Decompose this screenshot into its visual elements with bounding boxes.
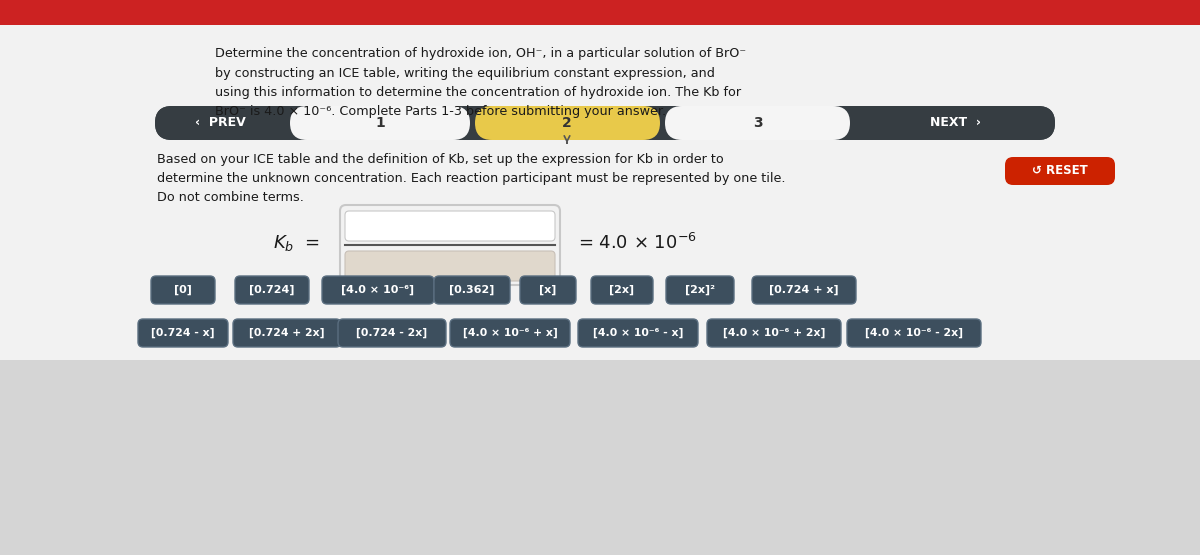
Text: NEXT  ›: NEXT ›: [930, 117, 980, 129]
Text: using this information to determine the concentration of hydroxide ion. The Kb f: using this information to determine the …: [215, 86, 742, 99]
FancyBboxPatch shape: [665, 106, 850, 140]
Text: Do not combine terms.: Do not combine terms.: [157, 191, 304, 204]
Text: [4.0 × 10⁻⁶ + 2x]: [4.0 × 10⁻⁶ + 2x]: [722, 328, 826, 338]
Bar: [0, 0, 1200, 360]
FancyBboxPatch shape: [233, 319, 341, 347]
FancyBboxPatch shape: [338, 319, 446, 347]
Text: [0.724]: [0.724]: [250, 285, 295, 295]
FancyBboxPatch shape: [434, 276, 510, 304]
FancyBboxPatch shape: [854, 106, 1055, 140]
Bar: [0, 360, 1200, 555]
Text: ‹  PREV: ‹ PREV: [194, 117, 245, 129]
Text: = 4.0 × 10$^{-6}$: = 4.0 × 10$^{-6}$: [578, 233, 697, 253]
FancyBboxPatch shape: [847, 319, 982, 347]
Text: [0.724 + 2x]: [0.724 + 2x]: [250, 328, 325, 338]
Text: [0.724 - 2x]: [0.724 - 2x]: [356, 328, 427, 338]
Text: by constructing an ICE table, writing the equilibrium constant expression, and: by constructing an ICE table, writing th…: [215, 67, 715, 79]
Text: [2x]: [2x]: [610, 285, 635, 295]
FancyBboxPatch shape: [666, 276, 734, 304]
FancyBboxPatch shape: [520, 276, 576, 304]
FancyBboxPatch shape: [235, 276, 310, 304]
FancyBboxPatch shape: [1006, 157, 1115, 185]
Text: [0.724 + x]: [0.724 + x]: [769, 285, 839, 295]
FancyBboxPatch shape: [752, 276, 856, 304]
Text: [4.0 × 10⁻⁶ - 2x]: [4.0 × 10⁻⁶ - 2x]: [865, 328, 964, 338]
Text: Determine the concentration of hydroxide ion, OH⁻, in a particular solution of B: Determine the concentration of hydroxide…: [215, 47, 746, 60]
FancyBboxPatch shape: [450, 319, 570, 347]
Text: [0.362]: [0.362]: [449, 285, 494, 295]
FancyBboxPatch shape: [346, 251, 554, 281]
Text: ↺ RESET: ↺ RESET: [1032, 164, 1088, 178]
FancyBboxPatch shape: [340, 205, 560, 285]
FancyBboxPatch shape: [138, 319, 228, 347]
Text: 1: 1: [376, 116, 385, 130]
FancyBboxPatch shape: [155, 106, 1055, 140]
Text: BrO⁻ is 4.0 × 10⁻⁶. Complete Parts 1-3 before submitting your answer.: BrO⁻ is 4.0 × 10⁻⁶. Complete Parts 1-3 b…: [215, 105, 666, 119]
FancyBboxPatch shape: [578, 319, 698, 347]
Text: [4.0 × 10⁻⁶]: [4.0 × 10⁻⁶]: [342, 285, 414, 295]
Text: [x]: [x]: [539, 285, 557, 295]
Text: [4.0 × 10⁻⁶ + x]: [4.0 × 10⁻⁶ + x]: [463, 328, 557, 338]
FancyBboxPatch shape: [346, 211, 554, 241]
Text: 2: 2: [562, 116, 572, 130]
Text: [0]: [0]: [174, 285, 192, 295]
FancyBboxPatch shape: [322, 276, 434, 304]
Text: [0.724 - x]: [0.724 - x]: [151, 328, 215, 338]
Text: [2x]²: [2x]²: [685, 285, 715, 295]
FancyBboxPatch shape: [151, 276, 215, 304]
FancyBboxPatch shape: [592, 276, 653, 304]
FancyBboxPatch shape: [707, 319, 841, 347]
Text: [4.0 × 10⁻⁶ - x]: [4.0 × 10⁻⁶ - x]: [593, 328, 683, 338]
Text: K$_b$  =: K$_b$ =: [272, 233, 320, 253]
FancyBboxPatch shape: [290, 106, 470, 140]
Bar: [0, 0, 1200, 25]
Text: 3: 3: [754, 116, 763, 130]
Text: Based on your ICE table and the definition of Kb, set up the expression for Kb i: Based on your ICE table and the definiti…: [157, 153, 724, 166]
FancyBboxPatch shape: [155, 106, 286, 140]
FancyBboxPatch shape: [475, 106, 660, 140]
Text: determine the unknown concentration. Each reaction participant must be represent: determine the unknown concentration. Eac…: [157, 172, 786, 185]
